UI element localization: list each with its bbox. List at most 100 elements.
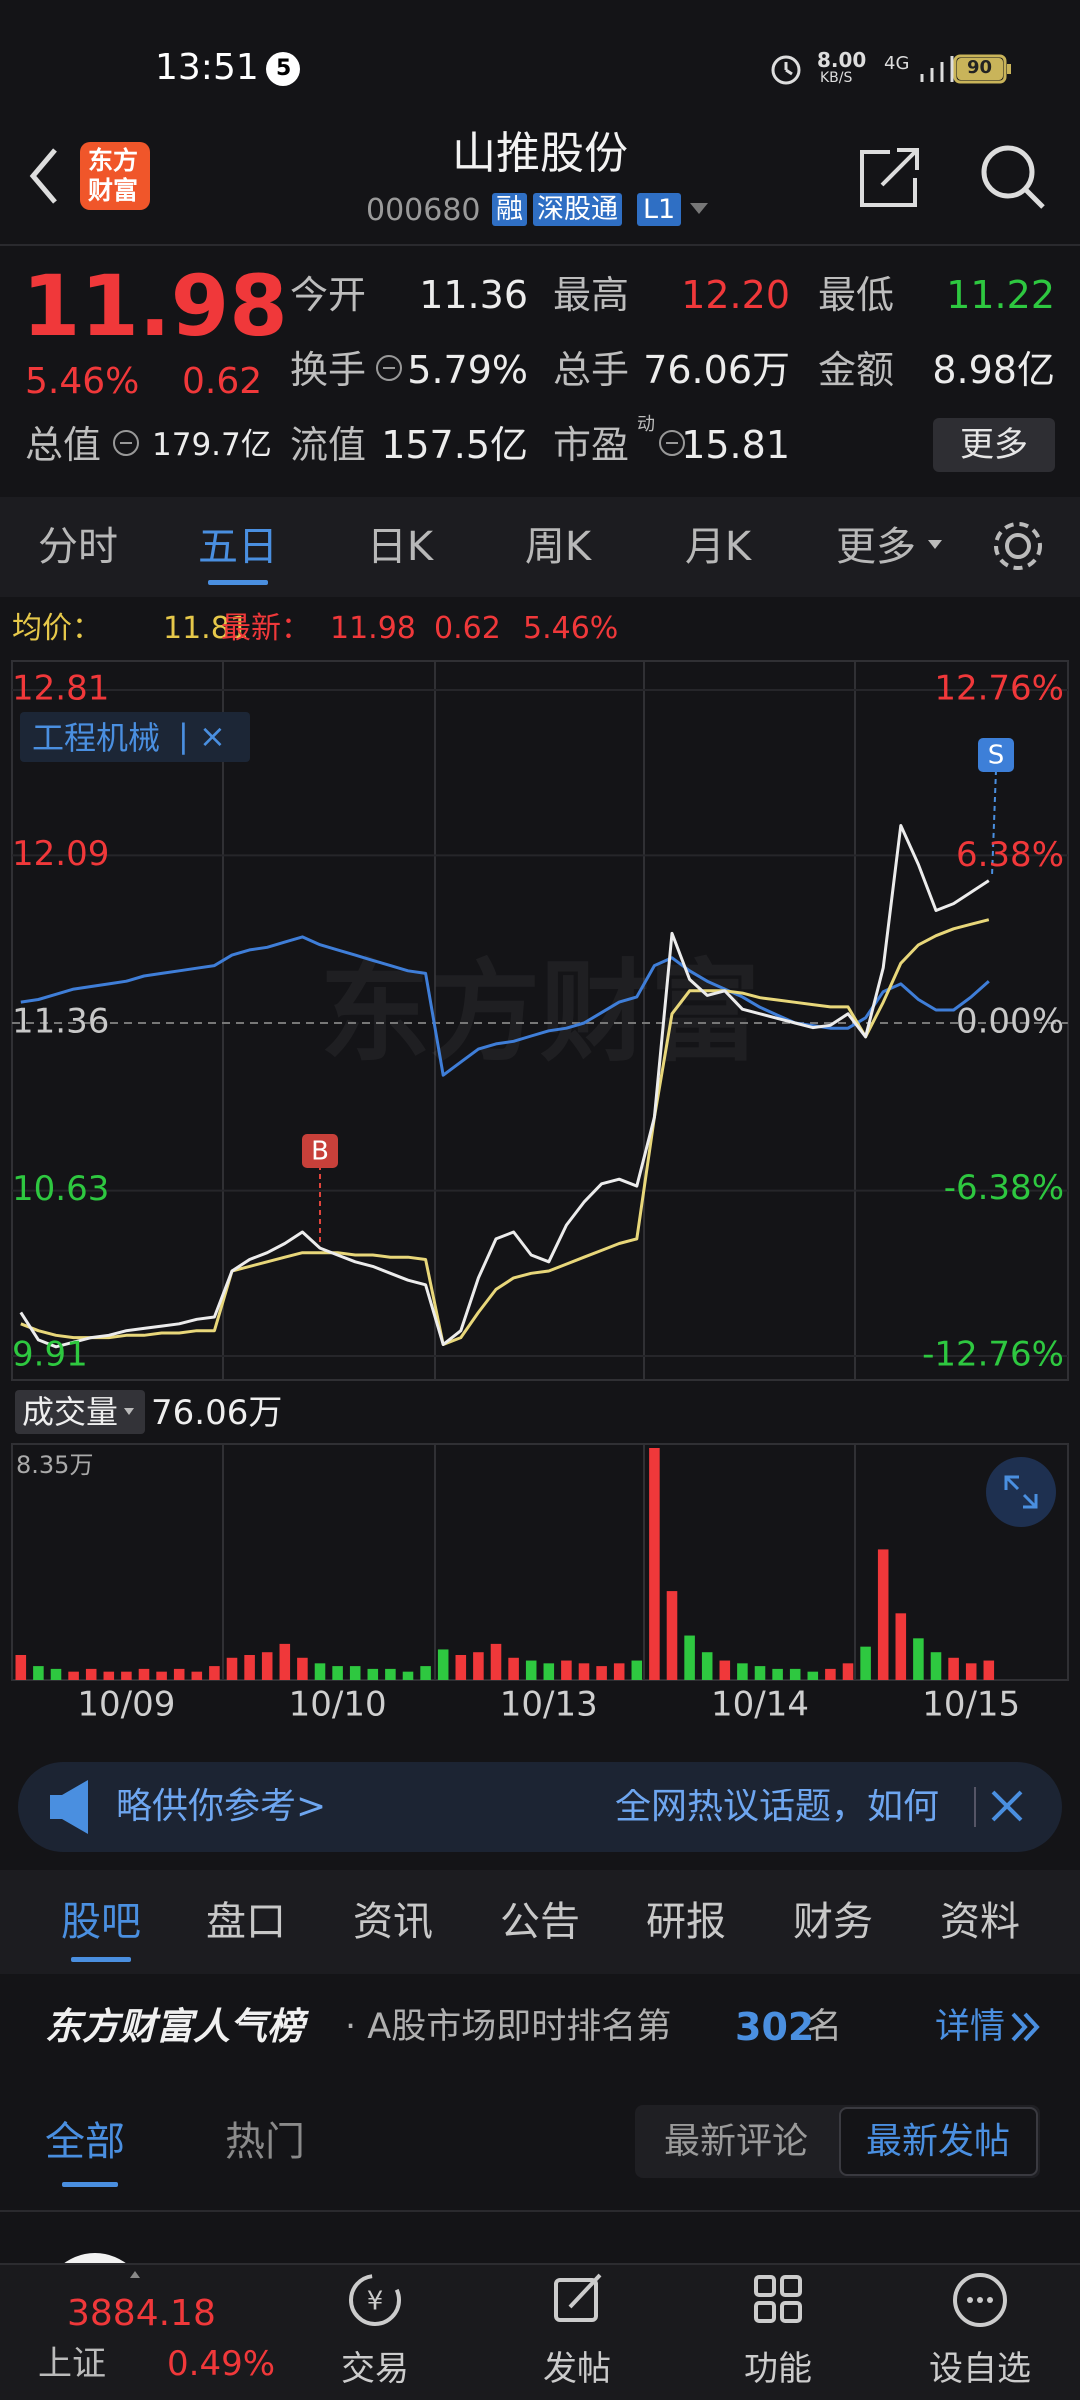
field-label: 最低 — [818, 273, 895, 317]
index-pct[interactable]: 0.49% — [167, 2344, 276, 2384]
period-tab[interactable]: 日K — [366, 524, 434, 570]
period-tab[interactable]: 月K — [684, 524, 752, 570]
index-name[interactable]: 上证 — [38, 2344, 106, 2384]
volume-bar — [173, 1668, 185, 1680]
nav-item[interactable]: 功能 — [744, 2349, 812, 2389]
volume-bar — [297, 1657, 308, 1680]
volume-bar — [138, 1668, 150, 1680]
battery-level: 90 — [967, 57, 993, 78]
section-tab[interactable]: 盘口 — [206, 1899, 286, 1945]
series-line — [19, 824, 990, 1349]
settings-button[interactable] — [994, 522, 1042, 570]
banner-text[interactable]: 全网热议话题，如何 — [615, 1789, 940, 1825]
section-tab[interactable]: 财务 — [793, 1899, 873, 1945]
filter-tab[interactable]: 全部 — [45, 2119, 125, 2165]
dropdown-arrow — [690, 203, 708, 214]
change: 0.62 — [182, 361, 263, 402]
volume-bar — [402, 1671, 414, 1680]
section-tab[interactable]: 资讯 — [353, 1899, 433, 1945]
expand-button[interactable] — [986, 1457, 1056, 1527]
active-tab-underline — [62, 2182, 118, 2187]
volume-frame — [11, 1443, 1069, 1681]
sell-marker[interactable] — [978, 738, 1014, 772]
search-button[interactable] — [981, 145, 1045, 209]
volume-bar — [930, 1652, 942, 1680]
field-label: 总手 — [553, 348, 630, 392]
change-pct: 5.46% — [25, 361, 140, 402]
buy-marker[interactable] — [302, 1134, 338, 1168]
section-tab[interactable]: 公告 — [500, 1899, 580, 1945]
section-tab[interactable]: 股吧 — [61, 1899, 141, 1945]
app-logo — [80, 142, 150, 210]
megaphone-icon — [50, 1780, 88, 1834]
field-value: 11.36 — [419, 273, 528, 317]
banner-text[interactable]: 略供你参考> — [116, 1786, 327, 1827]
day-dividers — [222, 661, 856, 1680]
volume-bar — [15, 1654, 27, 1680]
industry-tag-label[interactable]: 工程机械 — [32, 719, 161, 757]
section-tab-bar — [0, 1870, 1080, 1974]
filter-tab[interactable]: 热门 — [225, 2119, 305, 2165]
field-label: 流值 — [290, 423, 367, 467]
status-icons — [771, 54, 1011, 85]
field-label: 总值 — [25, 423, 102, 467]
active-tab-underline — [71, 1957, 131, 1962]
volume-total: 76.06万 — [151, 1393, 283, 1433]
ranking-link[interactable]: 详情 — [935, 2007, 1006, 2047]
latest-label: 最新： — [221, 611, 311, 646]
active-tab-underline — [208, 580, 268, 585]
more-label[interactable]: 更多 — [960, 425, 1028, 465]
close-banner[interactable] — [991, 1790, 1023, 1822]
volume-bar — [737, 1663, 748, 1680]
nav-item[interactable]: 发帖 — [543, 2349, 611, 2389]
volume-bar — [314, 1663, 326, 1680]
index-value[interactable]: 3884.18 — [67, 2293, 216, 2334]
industry-tag-close[interactable]: | × — [178, 717, 226, 755]
stock-name: 山推股份 — [452, 128, 628, 179]
more-button[interactable] — [933, 418, 1055, 472]
x-tick-label: 10/13 — [500, 1685, 598, 1725]
volume-bar — [473, 1652, 484, 1680]
period-tab[interactable]: 分时 — [38, 524, 118, 570]
sort-option[interactable]: 最新发帖 — [865, 2121, 1011, 2162]
tag: 深股通 — [533, 193, 622, 226]
section-tab[interactable]: 资料 — [940, 1899, 1020, 1945]
net-speed: 8.00 — [817, 48, 867, 72]
sort-option[interactable]: 最新评论 — [663, 2121, 809, 2162]
field-value: 157.5亿 — [381, 423, 528, 467]
y2-tick-label: -6.38% — [944, 1168, 1064, 1208]
x-tick-label: 10/09 — [77, 1685, 175, 1725]
share-button[interactable] — [860, 148, 919, 207]
volume-bar — [578, 1663, 590, 1680]
watermark: 东方财富 — [320, 948, 760, 1076]
y-tick-label: 8.35万 — [16, 1451, 93, 1479]
volume-bar — [121, 1671, 132, 1680]
battery-fill — [957, 58, 1003, 80]
period-tab[interactable]: 周K — [524, 524, 592, 570]
banner[interactable] — [18, 1762, 1062, 1852]
field-value: 5.79% — [407, 348, 528, 392]
marker-label: B — [311, 1137, 329, 1167]
volume-selector[interactable] — [15, 1390, 145, 1434]
dropdown-arrow — [124, 1408, 134, 1415]
nav-item[interactable]: 交易 — [341, 2349, 409, 2389]
nav-dots — [967, 2297, 993, 2303]
latest-pct: 5.46% — [523, 611, 619, 646]
volume-bar — [948, 1657, 959, 1680]
stock-code: 000680 — [366, 193, 481, 228]
field-label: 金额 — [818, 348, 895, 392]
section-tab[interactable]: 研报 — [646, 1899, 726, 1945]
industry-tag[interactable] — [20, 712, 250, 762]
period-tab[interactable]: 更多 — [836, 524, 916, 570]
volume-title: 成交量 — [22, 1393, 119, 1431]
volume-bar — [68, 1671, 79, 1680]
volume-bar — [261, 1652, 273, 1680]
pe-tag: 动 — [637, 414, 655, 435]
sort-active[interactable] — [839, 2107, 1038, 2176]
nav-item[interactable]: 设自选 — [929, 2349, 1031, 2389]
chevron — [1011, 2012, 1040, 2042]
back-button[interactable] — [29, 148, 57, 204]
period-tab[interactable]: 五日 — [198, 524, 278, 570]
volume-bar — [244, 1654, 255, 1680]
avg-value: 11.81 — [163, 611, 249, 646]
